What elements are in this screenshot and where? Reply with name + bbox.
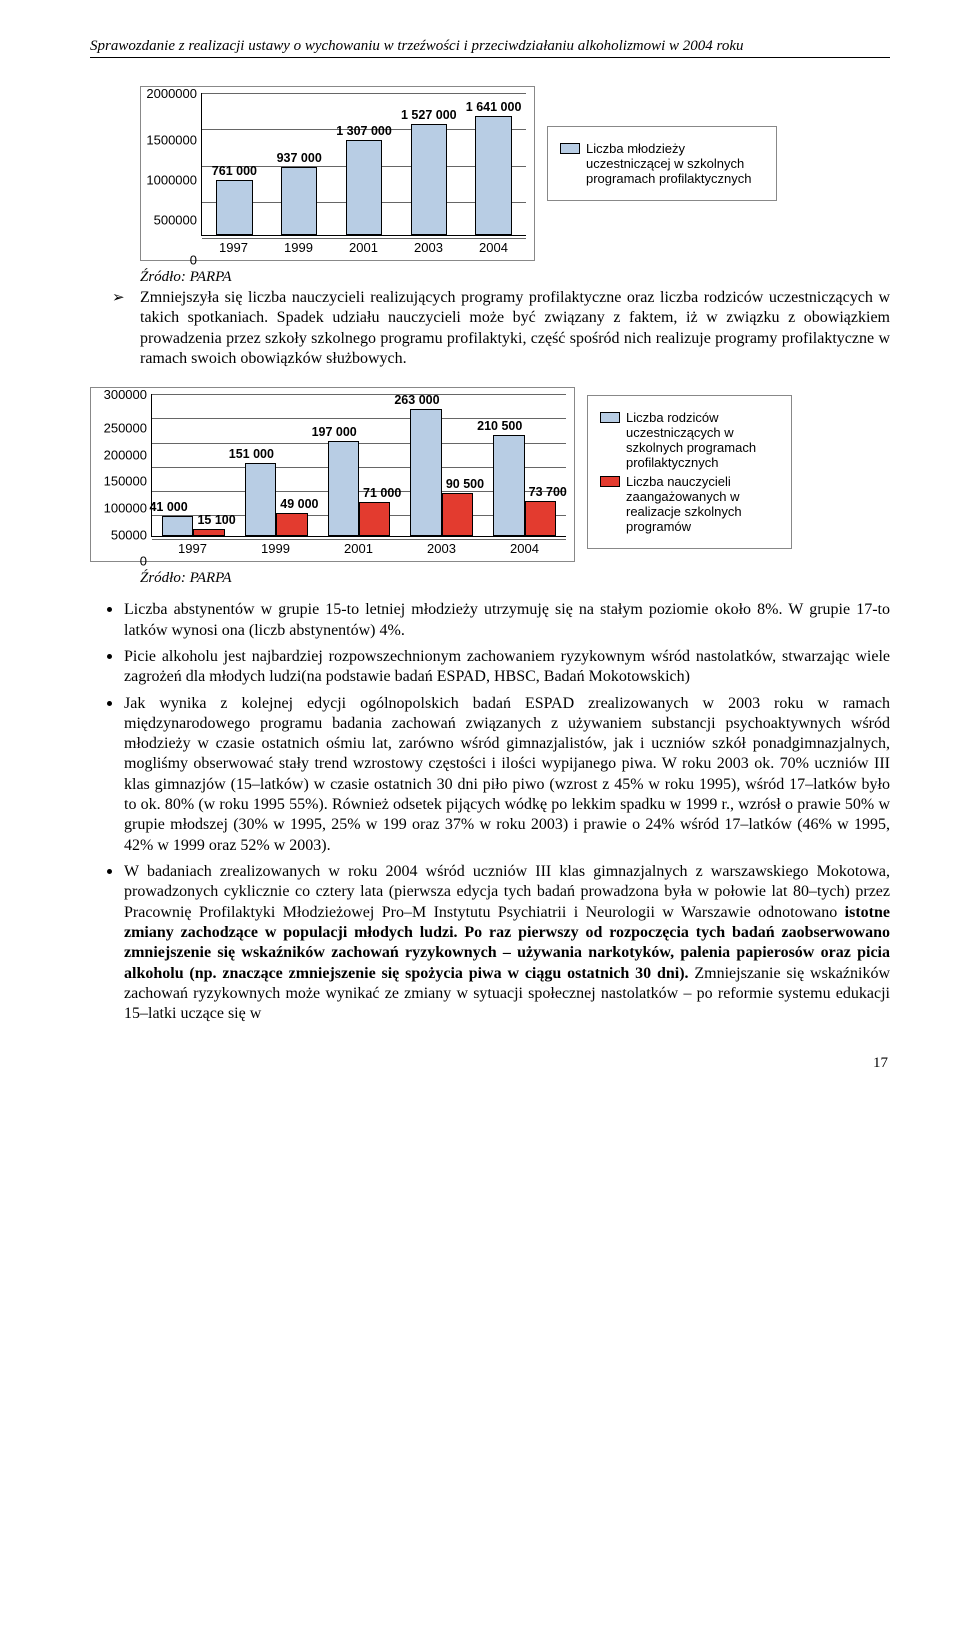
chart2-wrapper: 30000025000020000015000010000050000041 0…	[90, 387, 890, 562]
page-header: Sprawozdanie z realizacji ustawy o wycho…	[90, 38, 890, 58]
legend2a-swatch	[600, 412, 620, 423]
chart2-legend: Liczba rodziców uczestniczących w szkoln…	[587, 395, 792, 549]
body-list: Liczba abstynentów w grupie 15-to letnie…	[124, 597, 890, 1024]
bullet-paragraph-1: Zmniejszyła się liczba nauczycieli reali…	[140, 288, 890, 369]
source-1: Źródło: PARPA	[140, 269, 890, 286]
legend2b-swatch	[600, 476, 620, 487]
list-item: Liczba abstynentów w grupie 15-to letnie…	[124, 597, 890, 641]
page-number: 17	[90, 1055, 890, 1072]
chart1-wrapper: 2000000150000010000005000000761 000937 0…	[140, 86, 890, 261]
source-2: Źródło: PARPA	[140, 570, 890, 587]
bullet-arrow-1: ➢	[112, 291, 125, 306]
legend1-swatch	[560, 143, 580, 154]
list-item: W badaniach zrealizowanych w roku 2004 w…	[124, 859, 890, 1025]
list-item: Jak wynika z kolejnej edycji ogólnopolsk…	[124, 691, 890, 857]
chart2-plot: 30000025000020000015000010000050000041 0…	[90, 387, 575, 562]
chart1-legend: Liczba młodzieży uczestniczącej w szkoln…	[547, 126, 777, 201]
legend2a-text: Liczba rodziców uczestniczących w szkoln…	[626, 410, 779, 470]
legend1-text: Liczba młodzieży uczestniczącej w szkoln…	[586, 141, 764, 186]
legend2b-text: Liczba nauczycieli zaangażowanych w real…	[626, 474, 779, 534]
list-item: Picie alkoholu jest najbardziej rozpowsz…	[124, 644, 890, 688]
chart1-plot: 2000000150000010000005000000761 000937 0…	[140, 86, 535, 261]
